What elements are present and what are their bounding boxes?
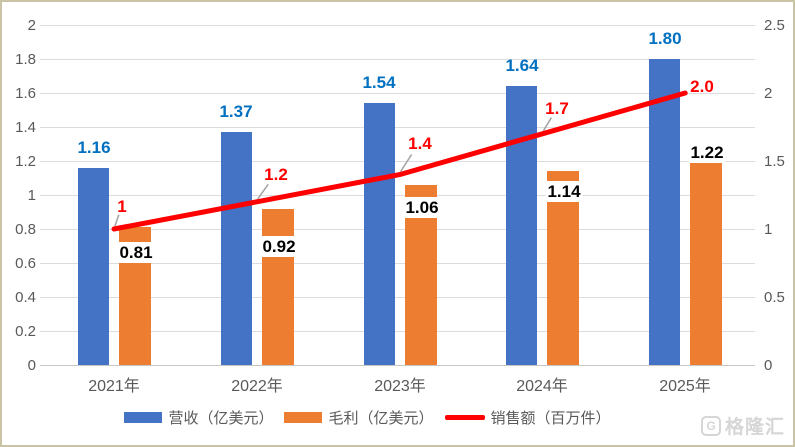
x-axis-category-label: 2025年	[659, 378, 711, 395]
gross-profit-value-label: 1.14	[545, 181, 583, 202]
gridline	[40, 59, 755, 60]
y-axis-left-tick: 1.2	[15, 153, 36, 170]
x-axis-category-label: 2021年	[88, 378, 140, 395]
watermark-text: 格隆汇	[724, 417, 785, 438]
legend-label: 销售额（百万件）	[490, 409, 611, 427]
revenue-value-label: 1.64	[505, 56, 539, 75]
gridline	[40, 195, 755, 196]
gross-profit-value-label: 0.92	[260, 236, 298, 257]
y-axis-right-tick: 1	[764, 221, 773, 238]
gridline	[40, 365, 755, 366]
x-axis-category-label: 2023年	[374, 378, 426, 395]
gridline	[40, 331, 755, 332]
gridline	[40, 161, 755, 162]
gridline	[40, 127, 755, 128]
revenue-bar	[364, 103, 395, 365]
y-axis-left-tick: 1.4	[15, 119, 36, 136]
y-axis-right-tick: 2	[764, 85, 773, 102]
gross-profit-value-label: 1.06	[403, 197, 441, 218]
revenue-value-label: 1.80	[648, 29, 682, 48]
label-leader-line	[257, 183, 269, 200]
y-axis-right-tick: 2.5	[764, 17, 785, 34]
gridline	[40, 93, 755, 94]
gross-profit-bar	[690, 157, 722, 365]
y-axis-left-tick: 1	[27, 187, 36, 204]
y-axis-left-tick: 0	[27, 357, 36, 374]
x-axis-category-label: 2024年	[516, 378, 568, 395]
gross-profit-value-label: 1.22	[688, 142, 726, 163]
watermark: G 格隆汇	[700, 412, 785, 439]
y-axis-left-tick: 1.6	[15, 85, 36, 102]
gridline	[40, 263, 755, 264]
gridline	[40, 25, 755, 26]
legend-item-sales: 销售额（百万件）	[444, 407, 611, 428]
y-axis-left-tick: 0.4	[15, 289, 36, 306]
legend-label: 毛利（亿美元）	[328, 409, 434, 427]
sales-value-label: 1.2	[264, 165, 288, 184]
revenue-bar	[649, 59, 680, 365]
sales-value-label: 1	[117, 197, 127, 216]
revenue-bar	[221, 132, 252, 365]
gross-profit-bar	[262, 208, 294, 365]
watermark-logo-icon: G	[700, 415, 721, 436]
revenue-value-label: 1.37	[219, 102, 253, 121]
y-axis-left-tick: 2	[27, 17, 36, 34]
y-axis-right-tick: 1.5	[764, 153, 785, 170]
revenue-bar	[506, 86, 537, 365]
revenue-bar	[78, 167, 109, 365]
label-leader-line	[542, 117, 553, 132]
legend-item-gross-profit: 毛利（亿美元）	[284, 407, 434, 428]
x-axis-category-label: 2022年	[231, 378, 283, 395]
sales-value-label: 1.7	[545, 99, 569, 118]
legend-item-revenue: 营收（亿美元）	[124, 407, 273, 428]
legend-label: 营收（亿美元）	[168, 409, 274, 427]
y-axis-right-tick: 0	[764, 357, 773, 374]
y-axis-left-tick: 0.2	[15, 323, 36, 340]
revenue-value-label: 1.16	[77, 138, 111, 157]
label-leader-line	[399, 154, 413, 173]
revenue-value-label: 1.54	[362, 73, 396, 92]
y-axis-right-tick: 0.5	[764, 289, 785, 306]
y-axis-left-tick: 0.8	[15, 221, 36, 238]
legend-line-marker	[444, 414, 485, 420]
legend: 营收（亿美元） 毛利（亿美元） 销售额（百万件）	[2, 405, 733, 429]
y-axis-left-tick: 1.8	[15, 51, 36, 68]
sales-value-label: 1.4	[408, 134, 432, 153]
legend-bar-swatch	[124, 411, 163, 423]
y-axis-left-tick: 0.6	[15, 255, 36, 272]
sales-value-label: 2.0	[690, 77, 714, 96]
legend-bar-swatch	[284, 411, 323, 423]
gridline	[40, 297, 755, 298]
gross-profit-value-label: 0.81	[117, 242, 155, 263]
